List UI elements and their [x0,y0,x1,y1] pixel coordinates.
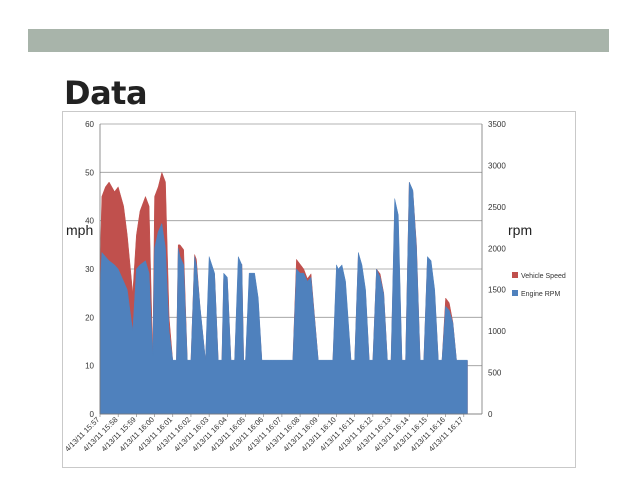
y-tick-label: 40 [85,217,94,226]
slide-title: Data [64,74,148,112]
y2-tick-label: 3500 [488,120,506,129]
y-tick-label: 10 [85,362,94,371]
legend-label: Vehicle Speed [521,273,566,280]
y2-tick-label: 3000 [488,161,506,170]
series-engine-rpm [99,181,468,415]
legend-swatch [512,290,518,296]
y-tick-label: 50 [85,168,94,177]
y-tick-label: 20 [85,313,94,322]
legend-label: Engine RPM [521,291,560,298]
y2-tick-label: 0 [488,410,493,419]
y2-tick-label: 500 [488,369,502,378]
legend-swatch [512,272,518,278]
y2-axis-label: rpm [508,222,533,238]
y2-tick-label: 1500 [488,286,506,295]
y2-tick-label: 1000 [488,327,506,336]
y-tick-label: 0 [90,410,95,419]
y2-tick-label: 2500 [488,203,506,212]
y-tick-label: 60 [85,120,94,129]
header-band [28,29,609,52]
y-tick-label: 30 [85,265,94,274]
y2-tick-label: 2000 [488,244,506,253]
y-axis-label: mph [66,222,94,238]
